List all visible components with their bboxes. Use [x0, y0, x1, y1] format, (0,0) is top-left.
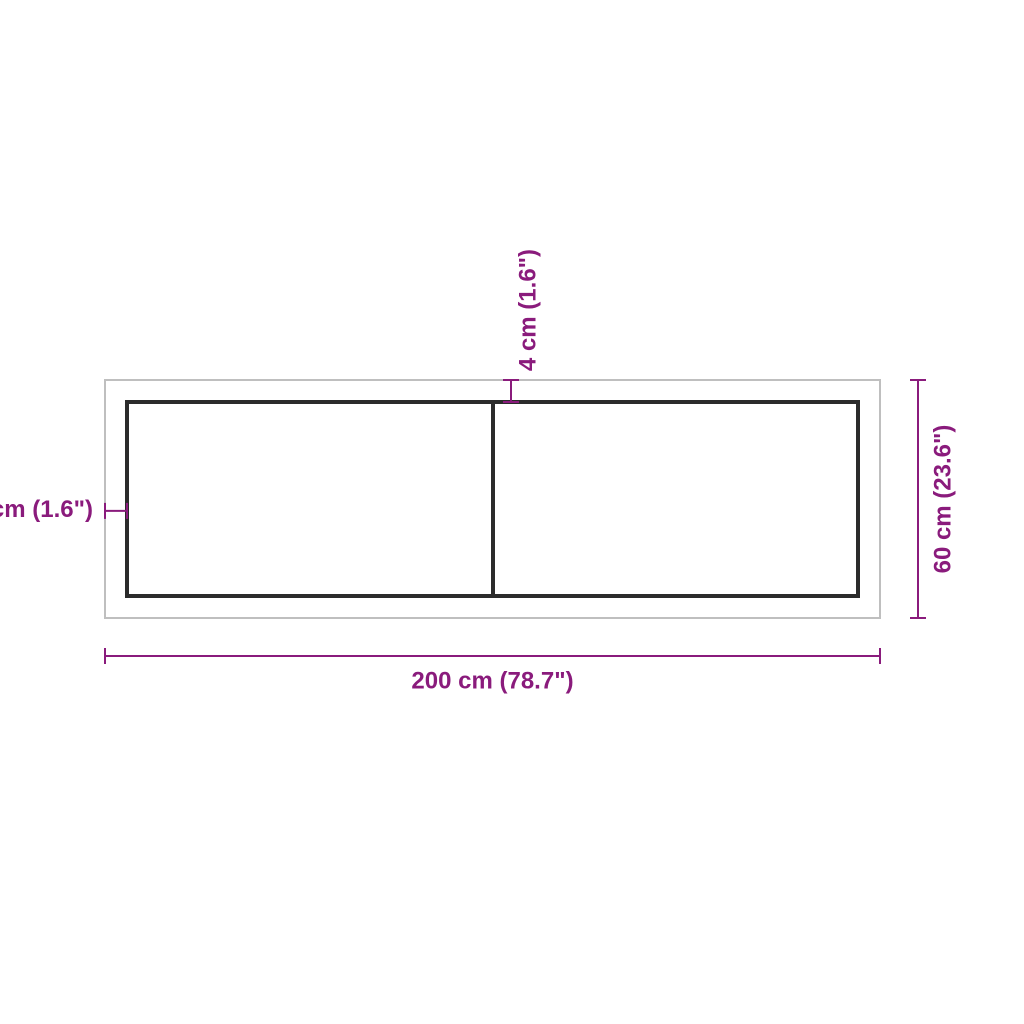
dim-height: 60 cm (23.6") [910, 380, 956, 618]
dim-inset-left-label: 4 cm (1.6") [0, 496, 93, 523]
dim-width: 200 cm (78.7") [105, 648, 880, 694]
dim-width-label: 200 cm (78.7") [411, 667, 573, 694]
dim-inset-top-label: 4 cm (1.6") [514, 249, 541, 371]
dim-inset-left: 4 cm (1.6") [0, 496, 127, 523]
dimension-diagram: 200 cm (78.7") 60 cm (23.6") 4 cm (1.6")… [0, 0, 1024, 1024]
dim-height-label: 60 cm (23.6") [929, 425, 956, 574]
